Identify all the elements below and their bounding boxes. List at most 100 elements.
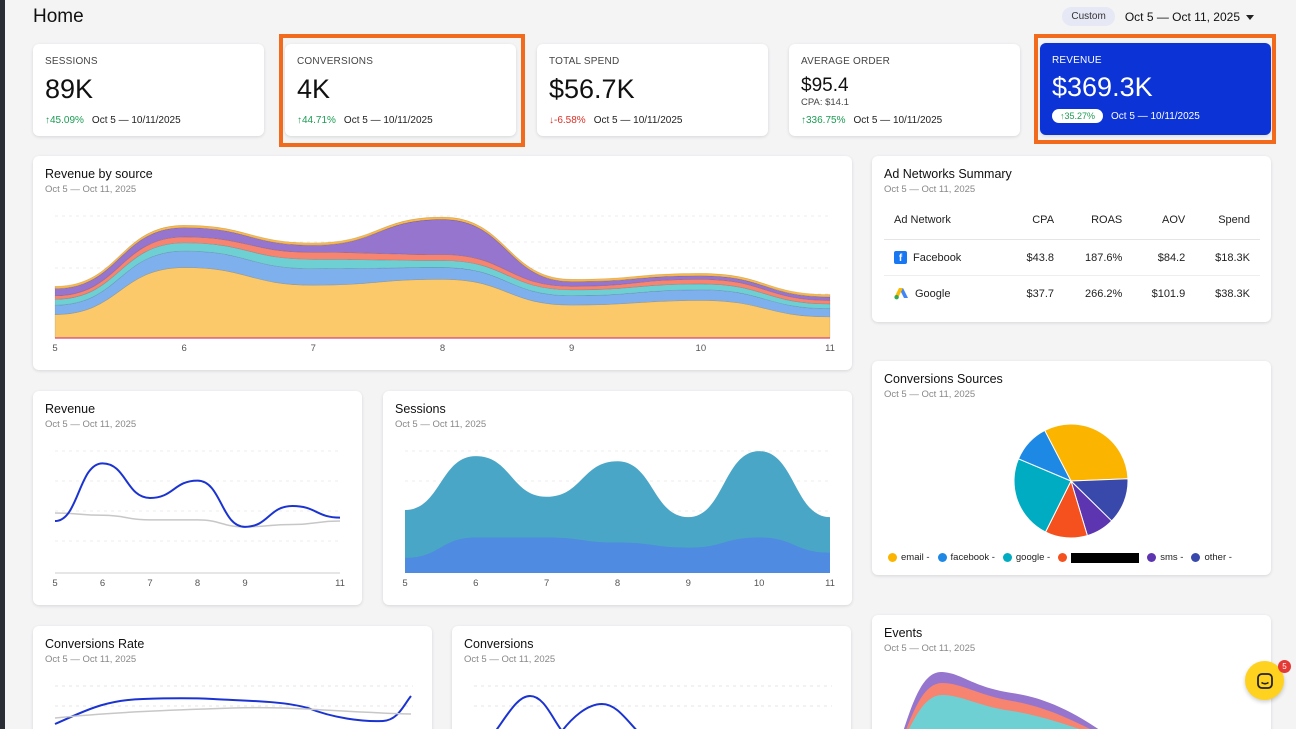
legend-dot — [1002, 553, 1012, 562]
card-title: Conversions Rate — [45, 637, 145, 651]
series-line — [54, 695, 412, 725]
x-tick-label: 5 — [52, 343, 57, 354]
kpi-value: $369.3K — [1052, 72, 1153, 102]
chevron-down-icon — [1246, 14, 1254, 20]
spend-cell: $38.3K — [1215, 287, 1250, 300]
card-subtitle: Oct 5 — Oct 11, 2025 — [884, 643, 976, 654]
series-line — [54, 512, 341, 528]
x-tick-label: 6 — [182, 343, 187, 354]
kpi-footer: ↑336.75% Oct 5 — 10/11/2025 — [801, 115, 942, 126]
x-tick-label: 8 — [440, 343, 445, 354]
revenue-by-source-card: Revenue by source Oct 5 — Oct 11, 2025 5… — [33, 156, 852, 370]
kpi-period: Oct 5 — 10/11/2025 — [343, 115, 433, 126]
area-series — [54, 216, 831, 298]
card-title: Revenue by source — [45, 167, 153, 181]
kpi-period: Oct 5 — 10/11/2025 — [853, 115, 943, 126]
kpi-footer: ↑35.27% Oct 5 — 10/11/2025 — [1052, 109, 1200, 123]
card-title: Revenue — [45, 402, 96, 416]
column-header[interactable]: ROAS — [1064, 206, 1133, 240]
x-tick-label: 8 — [615, 578, 620, 589]
conversions-sources-pie[interactable] — [872, 361, 1271, 551]
column-header[interactable]: Ad Network — [884, 206, 1010, 240]
x-tick-label: 6 — [100, 578, 105, 589]
cpa-cell: $43.8 — [1009, 239, 1065, 276]
x-tick-label: 9 — [686, 578, 691, 589]
area-series — [405, 537, 830, 573]
custom-range-chip[interactable]: Custom — [1062, 7, 1115, 26]
x-tick-label: 6 — [473, 578, 478, 589]
conversions-chart[interactable] — [452, 626, 851, 729]
chat-button[interactable] — [1245, 661, 1284, 700]
conversions-card: Conversions Oct 5 — Oct 11, 2025 — [452, 626, 851, 729]
column-header[interactable]: Spend — [1195, 206, 1260, 240]
revenue-card: Revenue Oct 5 — Oct 11, 2025 5 6 7 8 9 11 — [33, 391, 362, 605]
kpi-period: Oct 5 — 10/11/2025 — [1111, 110, 1200, 122]
x-tick-label: 7 — [544, 578, 549, 589]
kpi-card-total-spend[interactable]: TOTAL SPEND $56.7K ↓-6.58% Oct 5 — 10/11… — [537, 44, 768, 136]
arrow-up-icon: ↑ — [1060, 111, 1065, 121]
revenue-line-chart[interactable]: 5 6 7 8 9 11 — [33, 391, 362, 605]
legend-item-other[interactable]: other - — [1191, 552, 1232, 563]
highlight-frame — [1034, 34, 1276, 144]
google-ads-icon — [894, 288, 908, 300]
card-subtitle: Oct 5 — Oct 11, 2025 — [45, 419, 137, 430]
kpi-value: $56.7K — [549, 74, 635, 104]
legend-item-redacted[interactable] — [1058, 552, 1140, 563]
kpi-change: ↑44.71% — [297, 115, 336, 126]
left-sidebar-edge — [0, 0, 5, 729]
x-tick-label: 5 — [52, 578, 57, 589]
card-title: Sessions — [395, 402, 446, 416]
kpi-label: CONVERSIONS — [297, 56, 374, 67]
page-title: Home — [33, 6, 84, 27]
table-header-row: Ad Network CPA ROAS AOV Spend — [884, 206, 1260, 240]
ad-networks-table: Ad Network CPA ROAS AOV Spend f Facebook … — [884, 206, 1260, 311]
kpi-label: SESSIONS — [45, 56, 98, 67]
card-subtitle: Oct 5 — Oct 11, 2025 — [884, 389, 976, 400]
legend-item-sms[interactable]: sms - — [1147, 552, 1183, 563]
x-tick-label: 10 — [754, 578, 765, 589]
kpi-card-conversions[interactable]: CONVERSIONS 4K ↑44.71% Oct 5 — 10/11/202… — [285, 44, 516, 136]
x-tick-label: 11 — [825, 343, 835, 354]
kpi-card-average-order[interactable]: AVERAGE ORDER $95.4 CPA: $14.1 ↑336.75% … — [789, 44, 1020, 136]
highlight-frame — [279, 34, 525, 147]
notification-badge: 5 — [1278, 660, 1291, 673]
legend-dot — [937, 553, 947, 562]
x-tick-label: 11 — [335, 578, 345, 589]
kpi-footer: ↑45.09% Oct 5 — 10/11/2025 — [45, 115, 181, 126]
cpa-cell: $37.7 — [1026, 287, 1055, 300]
legend-dot — [1191, 553, 1201, 562]
sessions-area-chart[interactable]: 5 6 7 8 9 10 11 — [383, 391, 852, 605]
pie-slice-facebook — [1017, 429, 1073, 483]
legend-item-email[interactable]: email - — [888, 552, 930, 563]
conversions-rate-chart[interactable] — [33, 626, 432, 729]
date-range-dropdown[interactable]: Oct 5 — Oct 11, 2025 — [1125, 10, 1254, 24]
x-tick-label: 5 — [402, 578, 407, 589]
aov-cell: $101.9 — [1151, 287, 1186, 300]
card-subtitle: Oct 5 — Oct 11, 2025 — [884, 184, 976, 195]
legend-item-google[interactable]: google - — [1002, 552, 1050, 563]
table-row[interactable]: Google $37.7 266.2% $101.9 $38.3K — [884, 276, 1260, 312]
column-header[interactable]: CPA — [1009, 206, 1065, 240]
kpi-card-revenue[interactable]: REVENUE $369.3K ↑35.27% Oct 5 — 10/11/20… — [1040, 43, 1271, 135]
revenue-by-source-chart[interactable]: 5 6 7 8 9 10 11 — [33, 156, 852, 370]
column-header[interactable]: AOV — [1132, 206, 1196, 240]
kpi-value: 89K — [45, 74, 94, 104]
kpi-card-sessions[interactable]: SESSIONS 89K ↑45.09% Oct 5 — 10/11/2025 — [33, 44, 264, 136]
area-series — [54, 250, 831, 318]
legend-item-facebook[interactable]: facebook - — [937, 552, 995, 563]
x-tick-label: 7 — [147, 578, 152, 589]
date-range-label: Oct 5 — Oct 11, 2025 — [1124, 9, 1240, 24]
roas-cell: 187.6% — [1064, 239, 1133, 276]
kpi-label: TOTAL SPEND — [549, 56, 620, 67]
arrow-up-icon: ↑ — [45, 115, 50, 126]
events-area-chart[interactable] — [872, 615, 1271, 729]
card-subtitle: Oct 5 — Oct 11, 2025 — [395, 419, 487, 430]
x-tick-label: 9 — [242, 578, 247, 589]
kpi-value: 4K — [297, 74, 331, 104]
series-line — [495, 694, 637, 729]
legend-dot — [1147, 553, 1157, 562]
date-range-picker[interactable]: Custom Oct 5 — Oct 11, 2025 — [1062, 7, 1254, 26]
events-card: Events Oct 5 — Oct 11, 2025 — [872, 615, 1271, 729]
x-tick-label: 8 — [195, 578, 200, 589]
table-row[interactable]: f Facebook $43.8 187.6% $84.2 $18.3K — [884, 239, 1260, 276]
